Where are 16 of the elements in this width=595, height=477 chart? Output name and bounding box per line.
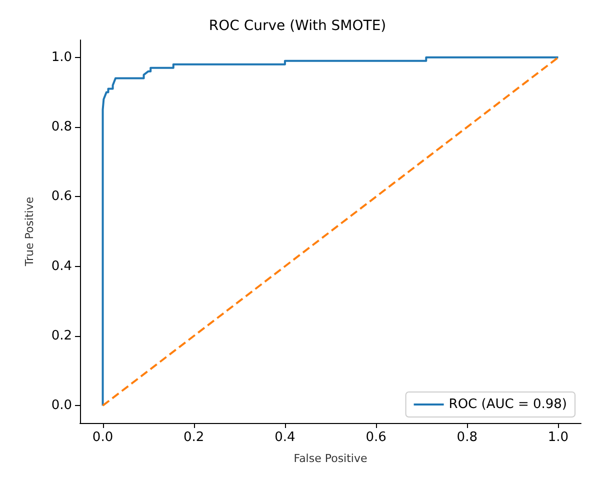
x-tick-label: 0.2 — [184, 430, 204, 445]
x-tick-label: 0.4 — [274, 430, 296, 445]
y-tick-label: 0.2 — [51, 328, 72, 344]
x-tick-label: 0.0 — [92, 430, 114, 445]
y-tick-label: 0.6 — [51, 189, 72, 204]
y-axis-title: True Positive — [23, 196, 36, 268]
chart-title: ROC Curve (With SMOTE) — [208, 18, 386, 34]
y-tick-label: 0.4 — [51, 258, 72, 274]
y-tick-label: 1.0 — [51, 50, 72, 65]
y-tick-label: 0.8 — [51, 120, 72, 135]
x-axis-title: False Positive — [294, 452, 368, 465]
x-tick-label: 1.0 — [548, 430, 569, 445]
y-tick-label: 0.0 — [51, 398, 72, 414]
legend-label: ROC (AUC = 0.98) — [448, 397, 568, 412]
x-tick-label: 0.6 — [366, 430, 386, 445]
x-tick-label: 0.8 — [456, 430, 478, 445]
